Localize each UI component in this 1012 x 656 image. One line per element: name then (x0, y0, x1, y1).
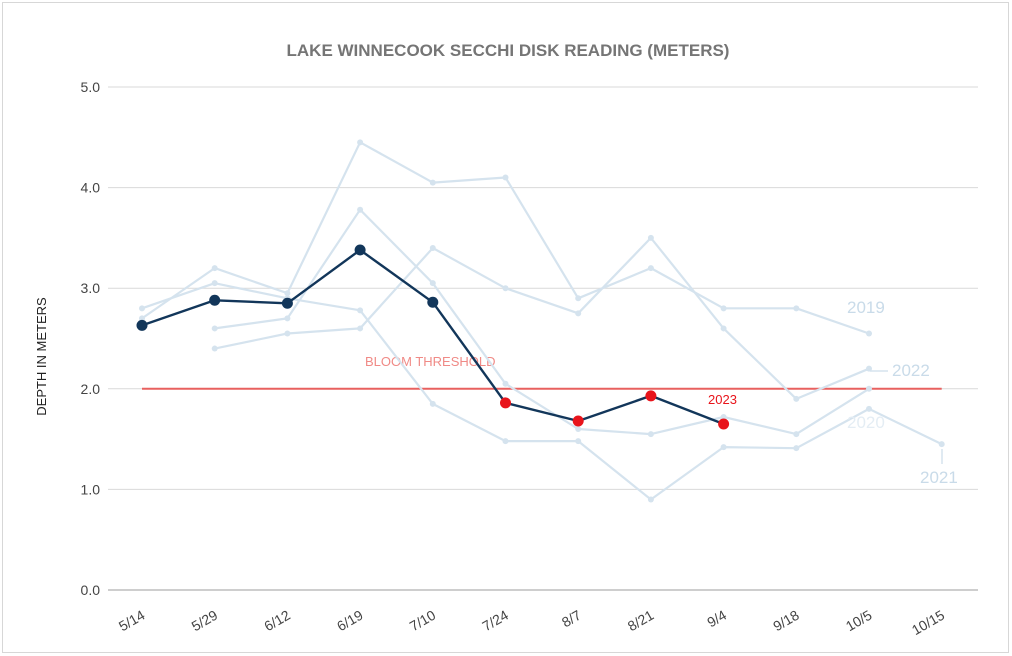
data-point (211, 345, 218, 352)
data-point (575, 426, 582, 433)
data-point (429, 179, 436, 186)
data-point (429, 280, 436, 287)
data-point (502, 174, 509, 181)
x-tick-label: 5/14 (116, 607, 148, 635)
x-tick-label: 6/19 (334, 607, 366, 635)
series-2023 (136, 244, 730, 430)
y-tick-label: 2.0 (81, 381, 101, 397)
chart-title: LAKE WINNECOOK SECCHI DISK READING (METE… (287, 41, 730, 60)
x-tick-label: 7/24 (479, 607, 511, 635)
data-point (645, 390, 657, 402)
data-point (209, 294, 221, 306)
y-tick-label: 0.0 (81, 582, 101, 598)
y-tick-label: 4.0 (81, 180, 101, 196)
data-point (647, 265, 654, 272)
gridlines (108, 86, 978, 591)
line-chart: LAKE WINNECOOK SECCHI DISK READING (METE… (34, 41, 978, 638)
x-tick-label: 6/12 (261, 607, 293, 635)
y-tick-label: 3.0 (81, 280, 101, 296)
x-tick-label: 9/4 (704, 607, 729, 631)
data-point (718, 418, 730, 430)
data-point (938, 441, 945, 448)
data-point (575, 438, 582, 445)
data-point (793, 305, 800, 312)
data-point (572, 415, 584, 427)
series-label-2022: 2022 (892, 361, 930, 380)
series-2022 (211, 234, 872, 402)
data-point (866, 405, 872, 412)
data-point (720, 413, 727, 420)
data-point (429, 400, 436, 407)
x-tick-label: 10/5 (843, 607, 875, 635)
y-tick-label: 5.0 (81, 79, 101, 95)
data-point (720, 325, 727, 332)
data-point (866, 365, 872, 372)
data-point (139, 305, 145, 312)
x-axis-ticks: 5/14 5/29 6/12 6/19 7/10 7/24 8/7 8/21 9/4 9/18 10… (116, 607, 947, 638)
series-line-2022 (214, 236, 870, 400)
data-point (211, 265, 218, 272)
series-line-2023 (141, 248, 725, 426)
data-point (357, 325, 364, 332)
data-point (502, 285, 509, 292)
series-group (136, 139, 945, 503)
series-label-2021: 2021 (920, 468, 958, 487)
data-point (136, 319, 148, 331)
x-tick-label: 8/21 (625, 607, 657, 635)
data-point (575, 310, 582, 317)
data-point (354, 244, 366, 256)
data-point (575, 295, 582, 302)
data-point (211, 280, 218, 287)
x-tick-label: 5/29 (189, 607, 221, 635)
x-tick-label: 10/15 (909, 607, 948, 638)
data-point (647, 431, 654, 438)
y-axis-ticks: 0.0 1.0 2.0 3.0 4.0 5.0 (81, 79, 101, 598)
data-point (281, 297, 293, 309)
data-point (357, 206, 364, 213)
data-point (720, 444, 727, 451)
data-point (793, 445, 800, 452)
data-point (357, 307, 364, 314)
data-point (866, 330, 872, 337)
data-point (284, 315, 291, 322)
series-labels: 2019 2022 2020 2021 2023 (708, 298, 958, 487)
series-label-2023: 2023 (708, 392, 737, 407)
data-point (139, 315, 145, 322)
series-2019 (139, 139, 872, 337)
y-tick-label: 1.0 (81, 481, 101, 497)
y-axis-label: DEPTH IN METERS (34, 297, 49, 416)
data-point (502, 438, 509, 445)
data-point (284, 330, 291, 337)
data-point (500, 397, 511, 409)
data-point (866, 385, 872, 392)
series-label-2020: 2020 (847, 413, 885, 432)
data-point (357, 139, 364, 146)
x-tick-label: 9/18 (770, 607, 802, 635)
data-point (427, 296, 439, 308)
data-point (284, 290, 291, 297)
series-2021 (139, 280, 945, 503)
series-line-2021 (141, 282, 943, 501)
data-point (720, 305, 727, 312)
data-point (647, 496, 654, 503)
data-point (502, 380, 509, 387)
series-line-2019 (141, 141, 870, 335)
data-point (429, 244, 436, 251)
x-tick-label: 7/10 (407, 607, 439, 635)
bloom-threshold: BLOOM THRESHOLD (142, 354, 942, 390)
series-2020 (211, 206, 872, 438)
x-tick-label: 8/7 (559, 607, 584, 631)
data-point (647, 234, 654, 241)
data-point (793, 431, 800, 438)
series-label-2019: 2019 (847, 298, 885, 317)
data-point (793, 395, 800, 402)
data-point (211, 325, 218, 332)
series-line-2020 (214, 208, 870, 436)
